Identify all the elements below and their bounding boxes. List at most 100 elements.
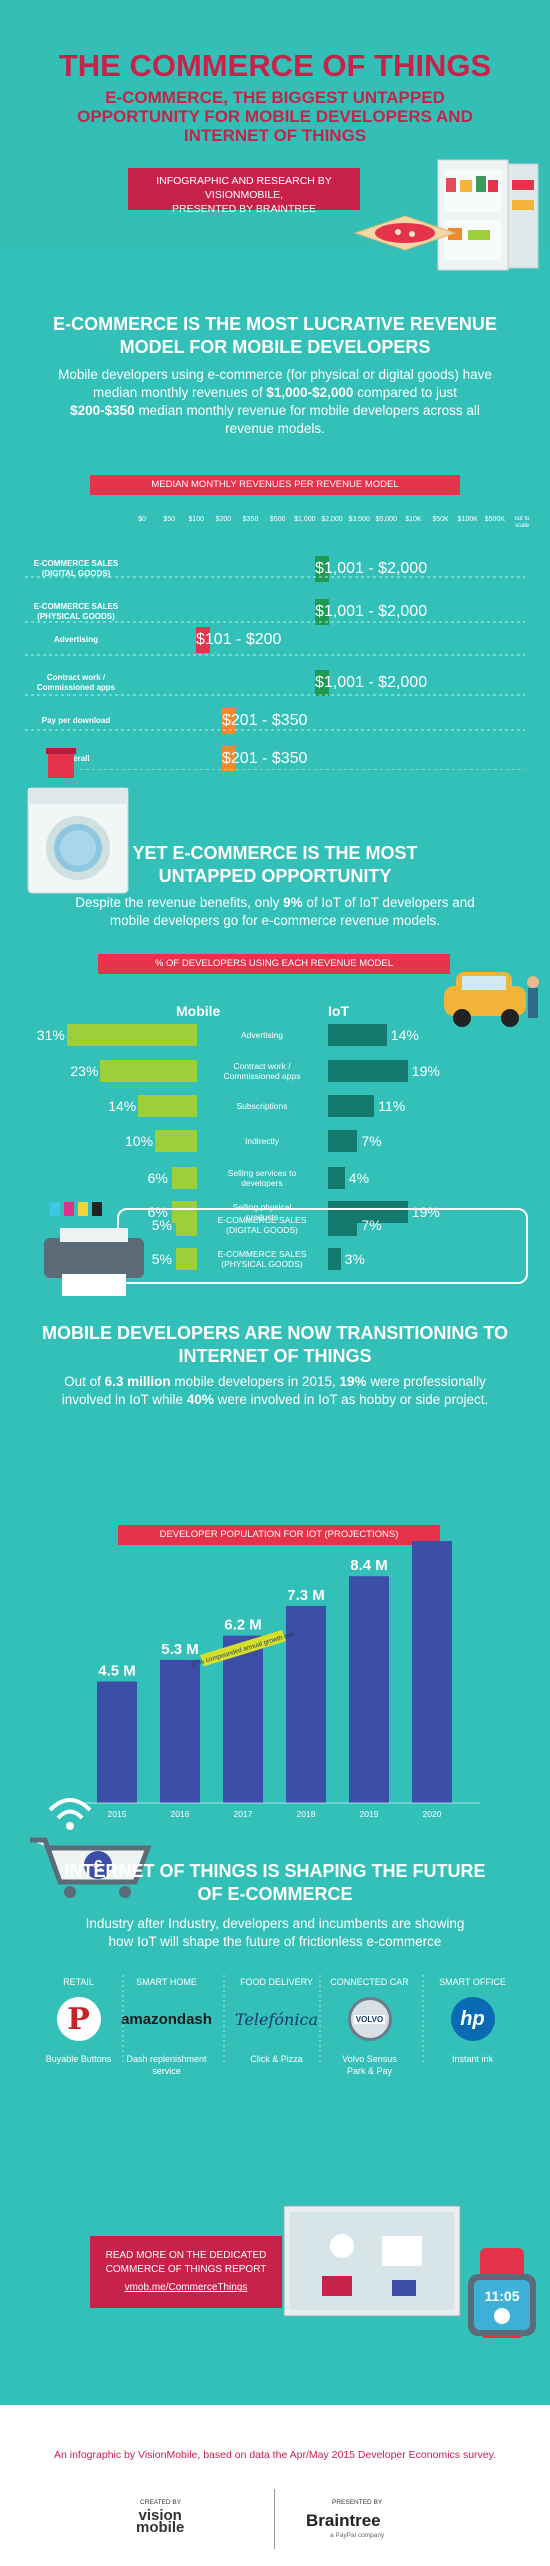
industry-desc: Instant ink — [451, 2054, 494, 2064]
axis-tick-label: not to scale — [514, 516, 530, 529]
mobile-bar — [176, 1214, 197, 1236]
visionmobile-logo: vision mobile — [136, 2507, 184, 2535]
revenue-range-badge — [315, 599, 329, 625]
section1-title-line1: E-COMMERCE IS THE MOST LUCRATIVE REVENUE — [53, 314, 497, 334]
watch-time: 11:05 — [484, 2288, 519, 2304]
mobile-percent: 14% — [108, 1098, 137, 1114]
iot-column-header: IoT — [328, 1003, 349, 1019]
revenue-range-head: $2 — [222, 712, 240, 729]
population-value-label: 7.3 M — [287, 1587, 325, 1604]
iot-bar — [328, 1024, 387, 1046]
revenue-range-tail: ,001 - $2,000 — [332, 560, 428, 577]
population-bar — [286, 1605, 326, 1803]
iot-bar — [328, 1167, 345, 1189]
mobile-percent: 10% — [125, 1133, 154, 1149]
page-subtitle: E-COMMERCE, THE BIGGEST UNTAPPED OPPORTU… — [77, 88, 473, 145]
braintree-logo: Braintree — [306, 2511, 381, 2530]
footer-note: An infographic by VisionMobile, based on… — [53, 2449, 497, 2461]
text-span: involved in IoT while — [61, 1392, 187, 1407]
revenue-row-label: Pay per download — [22, 716, 130, 726]
shopping-cart-illustration: € — [30, 1798, 152, 1898]
revenue-row-label-line2: (DIGITAL GOODS) — [41, 569, 111, 578]
revenue-model-label: E-COMMERCE SALES (DIGITAL GOODS) — [212, 1215, 312, 1235]
population-year-label: 2020 — [423, 1809, 442, 1819]
revenue-range-tail: ,001 - $2,000 — [332, 674, 428, 691]
revenue-model-label-line2: developers — [241, 1178, 283, 1188]
industry-desc-line2: service — [152, 2066, 181, 2076]
mobile-percent: 23% — [70, 1063, 99, 1079]
hp-logo: hp — [450, 1997, 495, 2041]
revenue-chart-ribbon: MEDIAN MONTHLY REVENUES PER REVENUE MODE… — [90, 475, 460, 495]
industry-desc-line2: Park & Pay — [346, 2066, 393, 2076]
section2-body-line-b: mobile developers go for e-commerce reve… — [109, 913, 441, 928]
iot-percent: 3% — [344, 1251, 365, 1267]
revenue-range-head: $1 — [315, 603, 333, 620]
report-preview-illustration: 11:05 — [283, 2205, 536, 2338]
visionmobile-logo-line1: vision — [138, 2507, 182, 2524]
footer: An infographic by VisionMobile, based on… — [0, 2405, 550, 2566]
industry-category: FOOD DELIVERY — [240, 1977, 313, 1987]
revenue-model-label-line1: Selling services to — [227, 1168, 297, 1178]
mobile-bar — [155, 1130, 197, 1152]
text-span: compared to just — [353, 385, 457, 400]
created-by-label: CREATED BY — [140, 2499, 182, 2506]
industry-smart-office: SMART OFFICE hp Instant ink — [430, 1977, 515, 2065]
iot-percent: 19% — [411, 1063, 440, 1079]
revenue-row-label: Contract work / Commissioned apps — [22, 673, 130, 693]
bold-span: 9% — [283, 895, 303, 910]
revenue-range-badge — [315, 670, 329, 696]
bold-span: 40% — [186, 1392, 214, 1407]
report-link[interactable]: vmob.me/CommerceThings — [124, 2282, 248, 2293]
iot-bar — [328, 1214, 358, 1236]
industry-category: RETAIL — [63, 1977, 94, 1987]
axis-tick-label: $500K — [484, 516, 505, 523]
revenue-range-tail: 01 - $350 — [239, 750, 308, 767]
revenue-model-label: Selling services to developers — [212, 1168, 312, 1188]
fridge-illustration — [437, 159, 539, 271]
industry-category: SMART HOME — [136, 1977, 197, 1987]
printer-illustration — [44, 1202, 144, 1296]
revenue-range-value: $101 - $200 — [196, 627, 281, 653]
section1-title-line2: MODEL FOR MOBILE DEVELOPERS — [119, 337, 431, 357]
revenue-range-head: $2 — [222, 750, 240, 767]
revenue-model-label: Selling physical products — [212, 1202, 312, 1222]
presented-by-label: PRESENTED BY — [332, 2499, 383, 2506]
iot-bar — [328, 1130, 358, 1152]
amazondash-logo-text: amazondash — [121, 2010, 212, 2028]
credit-box: INFOGRAPHIC AND RESEARCH BY VISIONMOBILE… — [128, 168, 360, 215]
section3-title-line1: MOBILE DEVELOPERS ARE NOW TRANSITIONING … — [41, 1323, 509, 1343]
revenue-model-label: Indirectly — [212, 1136, 312, 1146]
revenue-range-badge — [222, 708, 236, 734]
section1-body-line-c: $200-$350 median monthly revenue for mob… — [40, 402, 510, 420]
section3-body-line-b: involved in IoT while 40% were involved … — [40, 1391, 510, 1409]
population-year-label: 2018 — [297, 1809, 316, 1819]
revenue-row-label-line1: E-COMMERCE SALES — [33, 602, 119, 611]
industry-food-delivery: FOOD DELIVERY Telefónica Click & Pizza — [234, 1977, 319, 2065]
revenue-row-label-line1: Overall — [62, 754, 90, 763]
revenue-model-label-line1: Contract work / — [233, 1061, 291, 1071]
bold-span: 6.3 million — [104, 1374, 171, 1389]
volvo-logo: VOLVO — [347, 1997, 392, 2041]
text-span: were involved in IoT as hobby or side pr… — [213, 1392, 489, 1407]
braintree-sub: a PayPal company — [330, 2532, 385, 2539]
washing-machine-illustration — [27, 748, 129, 894]
iot-percent: 7% — [361, 1133, 382, 1149]
revenue-model-label-line1: Indirectly — [244, 1136, 279, 1146]
population-bar — [223, 1635, 263, 1803]
section4-body-line-b: how IoT will shape the future of frictio… — [108, 1934, 442, 1949]
section2-title-line1: YET E-COMMERCE IS THE MOST — [132, 843, 418, 863]
section3-title: MOBILE DEVELOPERS ARE NOW TRANSITIONING … — [0, 1322, 550, 1368]
revenue-model-label: Subscriptions — [212, 1101, 312, 1111]
revenue-range-value: $1,001 - $2,000 — [315, 556, 427, 582]
axis-tick-label: $5,000 — [375, 516, 397, 523]
revenue-model-label-line2: (DIGITAL GOODS) — [226, 1225, 298, 1235]
population-value-label: 8.4 M — [350, 1557, 388, 1574]
revenue-model-label-line1: Selling physical — [232, 1202, 292, 1212]
section4-body-line-a: Industry after Industry, developers and … — [85, 1916, 465, 1931]
pinterest-icon: P — [67, 2001, 90, 2037]
bold-span: $1,000-$2,000 — [266, 385, 354, 400]
section1-body-line-b: median monthly revenues of $1,000-$2,000… — [40, 384, 510, 402]
svg-text:€: € — [94, 1858, 103, 1875]
revenue-range-tail: ,001 - $2,000 — [332, 603, 428, 620]
